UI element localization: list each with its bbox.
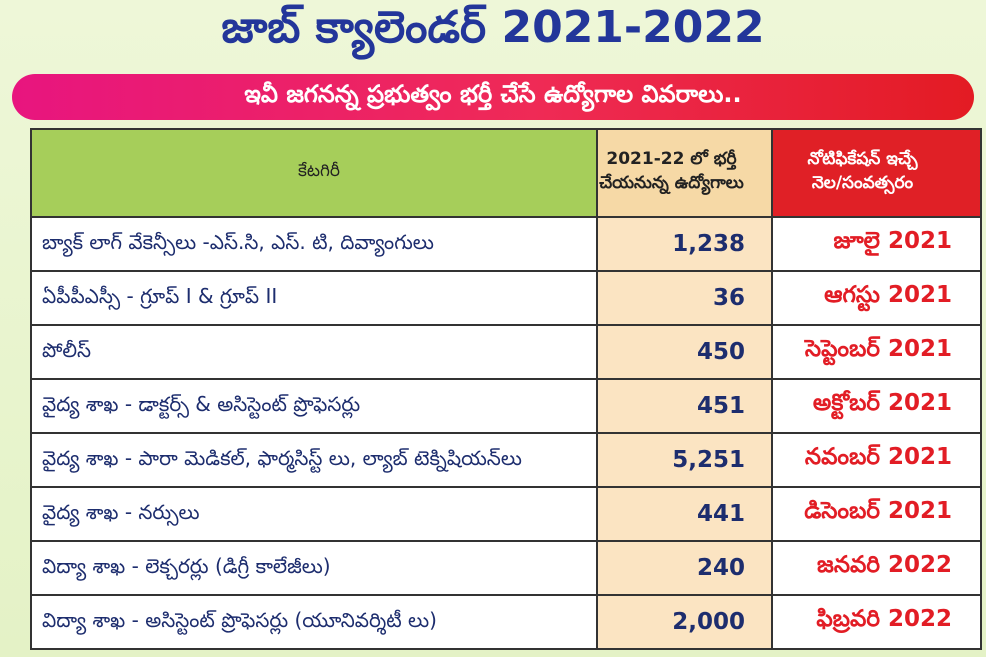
table-cell: 451 xyxy=(598,380,773,432)
subtitle: ఇవీ జగనన్న ప్రభుత్వం భర్తీ చేసే ఉద్యోగాల… xyxy=(12,74,974,120)
table-cell: 450 xyxy=(598,326,773,378)
header-line: నోటిఫికేషన్ ఇచ్చే xyxy=(807,149,918,169)
table-row: విద్యా శాఖ - లెక్చరర్లు (డిగ్రీ కాలేజీలు… xyxy=(32,542,980,596)
table-cell: 2,000 xyxy=(598,596,773,648)
table-row: వైద్య శాఖ - డాక్టర్స్ & అసిస్టెంట్ ప్రొఫ… xyxy=(32,380,980,434)
table-cell: వైద్య శాఖ - పారా మెడికల్, ఫార్మసిస్ట్ లు… xyxy=(32,434,598,486)
table-row: విద్యా శాఖ - అసిస్టెంట్ ప్రొఫెసర్లు (యూన… xyxy=(32,596,980,650)
header-line: కేటగిరీ xyxy=(298,161,340,181)
table-row: బ్యాక్ లాగ్ వేకెన్సీలు -ఎస్.సి, ఎస్. టి,… xyxy=(32,218,980,272)
table-cell: వైద్య శాఖ - నర్సులు xyxy=(32,488,598,540)
table-row: వైద్య శాఖ - పారా మెడికల్, ఫార్మసిస్ట్ లు… xyxy=(32,434,980,488)
table-cell: ఆగస్టు 2021 xyxy=(773,272,980,324)
title: జాబ్ క్యాలెండర్ 2021-2022 xyxy=(221,2,765,53)
header-line: చేయనున్న ఉద్యోగాలు xyxy=(599,173,744,193)
table-row: ఏపీపీఎస్సీ - గ్రూప్ I & గ్రూప్ II 36 ఆగస్ట… xyxy=(32,272,980,326)
table-cell: ఫిబ్రవరి 2022 xyxy=(773,596,980,648)
table-cell: ఏపీపీఎస్సీ - గ్రూప్ I & గ్రూప్ II xyxy=(32,272,598,324)
table-cell: జనవరి 2022 xyxy=(773,542,980,594)
table-cell: జూలై 2021 xyxy=(773,218,980,270)
table-row: వైద్య శాఖ - నర్సులు 441 డిసెంబర్ 2021 xyxy=(32,488,980,542)
header-row: కేటగిరీ 2021-22 లో భర్తీ చేయనున్న ఉద్యోగాల… xyxy=(32,130,980,218)
header-line: నెల/సంవత్సరం xyxy=(811,173,914,193)
table: కేటగిరీ 2021-22 లో భర్తీ చేయనున్న ఉద్యోగాల… xyxy=(30,128,982,650)
table-cell: డిసెంబర్ 2021 xyxy=(773,488,980,540)
header-cell: 2021-22 లో భర్తీ చేయనున్న ఉద్యోగాలు xyxy=(598,130,773,216)
table-cell: 1,238 xyxy=(598,218,773,270)
table-cell: 441 xyxy=(598,488,773,540)
table-cell: విద్యా శాఖ - లెక్చరర్లు (డిగ్రీ కాలేజీలు… xyxy=(32,542,598,594)
table-row: పోలీస్ 450 సెప్టెంబర్ 2021 xyxy=(32,326,980,380)
table-cell: 240 xyxy=(598,542,773,594)
table-cell: వైద్య శాఖ - డాక్టర్స్ & అసిస్టెంట్ ప్రొఫ… xyxy=(32,380,598,432)
table-cell: పోలీస్ xyxy=(32,326,598,378)
table-cell: 36 xyxy=(598,272,773,324)
table-cell: 5,251 xyxy=(598,434,773,486)
header-cell: నోటిఫికేషన్ ఇచ్చే నెల/సంవత్సరం xyxy=(773,130,980,216)
table-cell: బ్యాక్ లాగ్ వేకెన్సీలు -ఎస్.సి, ఎస్. టి,… xyxy=(32,218,598,270)
table-cell: అక్టోబర్ 2021 xyxy=(773,380,980,432)
table-cell: విద్యా శాఖ - అసిస్టెంట్ ప్రొఫెసర్లు (యూన… xyxy=(32,596,598,648)
header-cell: కేటగిరీ xyxy=(32,130,598,216)
table-cell: నవంబర్ 2021 xyxy=(773,434,980,486)
header-line: 2021-22 లో భర్తీ xyxy=(606,149,737,169)
table-cell: సెప్టెంబర్ 2021 xyxy=(773,326,980,378)
